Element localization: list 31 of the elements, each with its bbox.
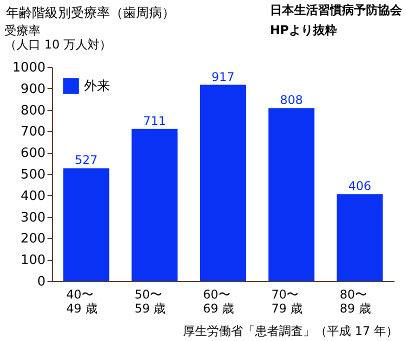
y-tick-label: 200 — [20, 232, 46, 247]
x-tick-label: 50〜 59 歳 — [134, 288, 166, 316]
bar — [132, 128, 178, 281]
y-tick-label: 500 — [20, 168, 46, 182]
data-label: 808 — [280, 93, 303, 108]
bar — [336, 194, 383, 281]
chart-title: 年齢階級別受療率（歯周病） — [6, 5, 175, 21]
y-tick-label: 400 — [20, 188, 46, 204]
data-label: 917 — [212, 70, 234, 84]
bar — [200, 84, 246, 281]
y-tick-label: 0 — [37, 274, 46, 290]
x-tick-label: 60〜 69 歳 — [203, 288, 234, 316]
y-tick-label: 100 — [20, 253, 46, 268]
y-tick-label: 1000 — [12, 60, 46, 76]
data-label: 711 — [143, 114, 166, 128]
text: 日本生活習慣病予防協会 HPより抜粋 — [270, 3, 403, 37]
bar — [63, 168, 110, 281]
y-tick-label: 900 — [20, 82, 46, 97]
x-tick-label: 80〜 89 歳 — [340, 288, 371, 316]
y-tick-label: 600 — [20, 146, 46, 162]
bar — [268, 108, 314, 281]
y-tick-label: 700 — [20, 124, 46, 140]
data-label: 406 — [348, 179, 372, 194]
text: 厚生労働省「患者調査」（平成 17 年） — [183, 324, 398, 338]
data-label: 527 — [74, 153, 98, 168]
x-tick-label: 40〜 49 歳 — [66, 288, 98, 316]
legend-label: 外来 — [84, 79, 110, 94]
y-tick-label: 300 — [20, 210, 46, 226]
y-axis-title: 受療率（人口 10 万人対） — [4, 24, 112, 52]
y-tick-label: 800 — [20, 103, 46, 118]
x-tick-label: 70〜 79 歳 — [271, 288, 302, 316]
